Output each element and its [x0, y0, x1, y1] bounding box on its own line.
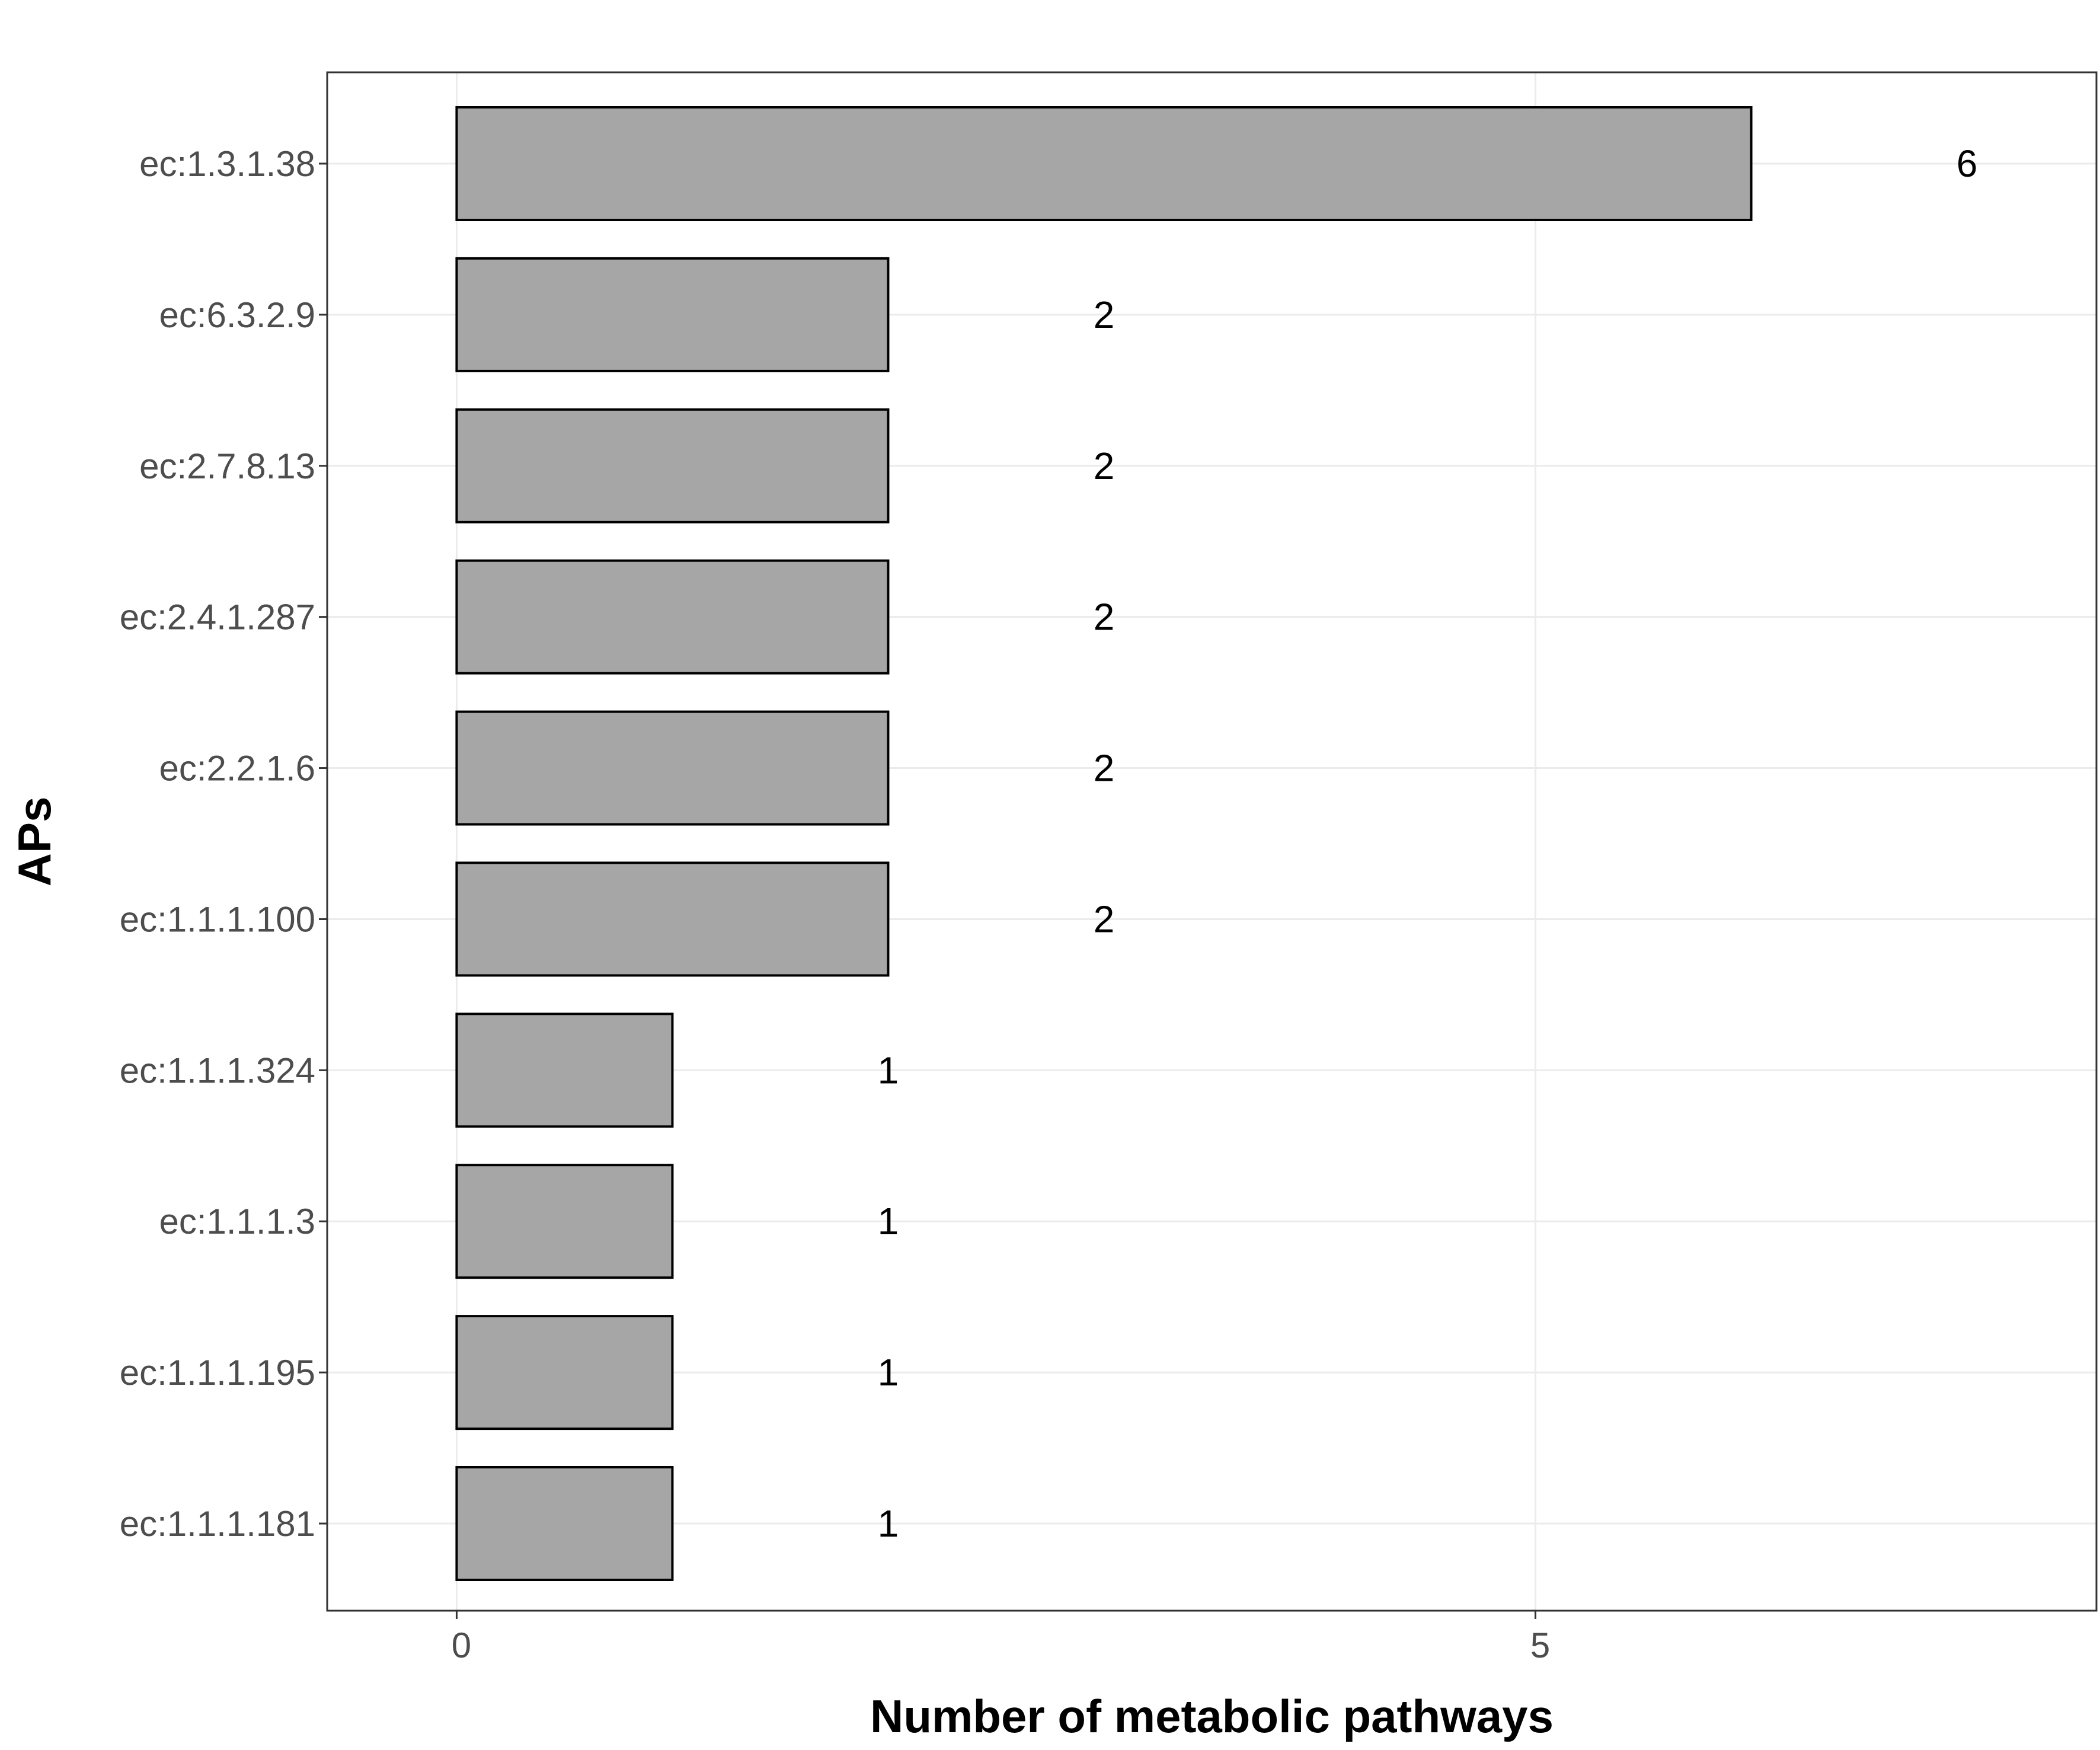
y-tick-label: ec:1.1.1.100 [120, 899, 315, 939]
bar [455, 1315, 674, 1430]
data-label: 2 [1094, 596, 1115, 638]
x-axis-title: Number of metabolic pathways [870, 1690, 1554, 1742]
data-label: 6 [1957, 142, 1978, 185]
bar [455, 1466, 674, 1581]
bar [455, 106, 1753, 221]
data-label: 2 [1094, 898, 1115, 940]
bar [455, 1013, 674, 1128]
bars [455, 106, 1753, 1581]
data-label: 1 [878, 1351, 899, 1394]
data-label: 2 [1094, 445, 1115, 487]
bar [455, 559, 890, 675]
y-tick-label: ec:1.1.1.3 [159, 1202, 315, 1241]
y-tick-label: ec:6.3.2.9 [159, 295, 315, 335]
y-tick-label: ec:1.1.1.195 [120, 1353, 315, 1393]
bar [455, 710, 890, 826]
data-label: 2 [1094, 293, 1115, 336]
y-tick-label: ec:2.4.1.287 [120, 598, 315, 637]
data-labels: 6 2 2 2 2 2 1 1 1 1 [878, 142, 1978, 1545]
bar [455, 408, 890, 523]
y-tick-label: ec:2.2.1.6 [159, 749, 315, 788]
data-label: 1 [878, 1502, 899, 1545]
bar [455, 861, 890, 977]
bar [455, 257, 890, 372]
panel-border [326, 71, 2098, 1612]
axes: ec:1.3.1.38 ec:6.3.2.9 ec:2.7.8.13 ec:2.4.1… [120, 144, 1550, 1665]
data-label: 2 [1094, 747, 1115, 790]
y-axis-title: APs [8, 797, 60, 887]
y-tick-label: ec:1.1.1.181 [120, 1504, 315, 1544]
x-tick-label: 5 [1530, 1626, 1550, 1665]
bar [455, 1164, 674, 1279]
y-tick-label: ec:2.7.8.13 [139, 446, 315, 486]
data-label: 1 [878, 1049, 899, 1091]
data-label: 1 [878, 1200, 899, 1243]
y-tick-label: ec:1.3.1.38 [139, 144, 315, 184]
y-tick-label: ec:1.1.1.324 [120, 1050, 315, 1090]
x-tick-label: 0 [452, 1626, 471, 1665]
